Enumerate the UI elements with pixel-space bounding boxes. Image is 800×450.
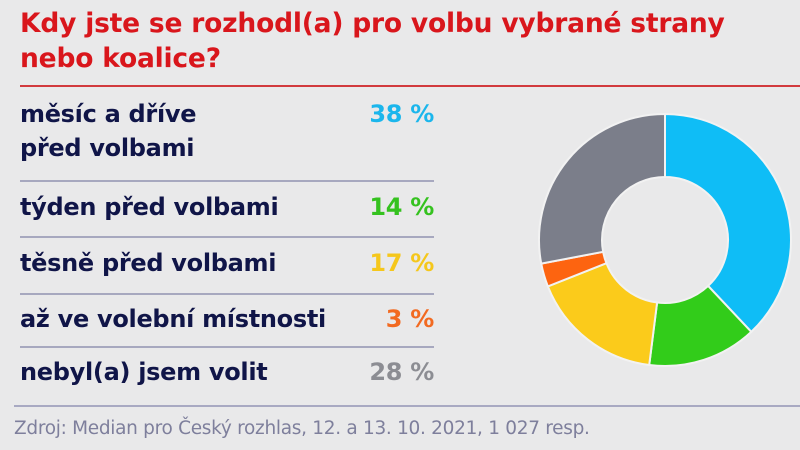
legend-row-did-not-vote: nebyl(a) jsem volit 28 % <box>20 355 434 389</box>
legend-label: až ve volební místnosti <box>20 305 326 333</box>
legend-value: 17 % <box>369 249 434 277</box>
legend-label-line2: před volbami <box>20 134 195 162</box>
slice-did-not-vote <box>538 112 666 265</box>
legend-label: měsíc a dříve před volbami <box>20 97 197 165</box>
legend-row-just-before: těsně před volbami 17 % <box>20 246 434 280</box>
footer-divider <box>14 405 800 407</box>
legend-label: těsně před volbami <box>20 249 277 277</box>
source-note: Zdroj: Median pro Český rozhlas, 12. a 1… <box>14 418 590 439</box>
legend-value: 38 % <box>369 100 434 128</box>
legend-label: nebyl(a) jsem volit <box>20 358 268 386</box>
slice-month-before <box>664 112 792 334</box>
legend-row-week-before: týden před volbami 14 % <box>20 190 434 224</box>
chart-title: Kdy jste se rozhodl(a) pro volbu vybrané… <box>20 8 725 74</box>
legend-row-polling-station: až ve volební místnosti 3 % <box>20 302 434 336</box>
legend-value: 28 % <box>369 358 434 386</box>
legend-label-line1: měsíc a dříve <box>20 100 197 128</box>
legend-label: týden před volbami <box>20 193 279 221</box>
legend-value: 3 % <box>385 305 435 333</box>
row-divider <box>20 236 434 238</box>
row-divider <box>20 293 434 295</box>
title-divider <box>20 85 800 87</box>
row-divider <box>20 346 434 348</box>
legend-row-month-before: měsíc a dříve před volbami 38 % <box>20 97 434 165</box>
donut-chart <box>538 112 792 367</box>
row-divider <box>20 180 434 182</box>
legend-value: 14 % <box>369 193 434 221</box>
